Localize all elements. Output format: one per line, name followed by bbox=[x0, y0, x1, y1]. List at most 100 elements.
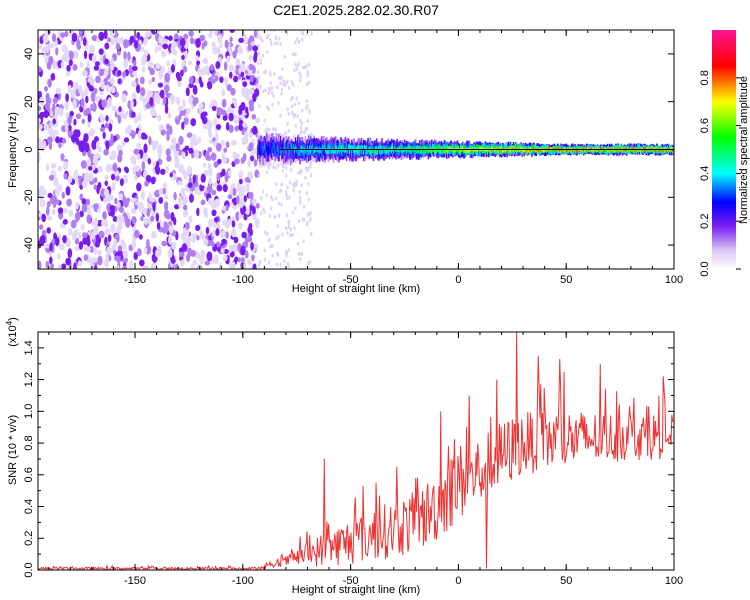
noise-speckle bbox=[112, 162, 118, 172]
noise-speckle bbox=[66, 198, 72, 207]
noise-speckle bbox=[166, 60, 170, 67]
noise-speckle bbox=[247, 158, 251, 168]
noise-speckle bbox=[280, 91, 283, 96]
noise-speckle bbox=[260, 195, 263, 200]
noise-speckle bbox=[106, 84, 110, 92]
noise-speckle bbox=[138, 201, 144, 212]
band-cell bbox=[426, 144, 429, 152]
noise-speckle bbox=[201, 42, 205, 50]
noise-speckle bbox=[85, 198, 91, 206]
noise-speckle bbox=[52, 118, 56, 125]
noise-speckle bbox=[283, 54, 287, 59]
band-cell bbox=[471, 146, 474, 151]
band-cell bbox=[390, 149, 393, 154]
noise-speckle bbox=[46, 227, 52, 234]
noise-speckle bbox=[275, 181, 278, 186]
noise-speckle bbox=[62, 219, 68, 225]
band-cell bbox=[580, 149, 583, 152]
noise-speckle bbox=[68, 228, 73, 236]
band-cell bbox=[551, 146, 554, 150]
noise-speckle bbox=[215, 142, 222, 152]
noise-speckle bbox=[44, 101, 51, 110]
band-cell bbox=[289, 144, 292, 151]
noise-speckle bbox=[195, 38, 201, 48]
noise-speckle bbox=[290, 104, 294, 109]
band-cell bbox=[457, 146, 460, 150]
band-cell bbox=[433, 146, 435, 150]
noise-speckle bbox=[253, 30, 258, 38]
band-cell bbox=[480, 147, 483, 151]
noise-speckle bbox=[179, 251, 185, 258]
y-tick-label: 0.6 bbox=[23, 467, 35, 482]
band-cell bbox=[300, 145, 303, 152]
noise-speckle bbox=[76, 39, 81, 49]
noise-speckle bbox=[133, 148, 140, 155]
noise-speckle bbox=[81, 203, 88, 213]
band-cell bbox=[633, 146, 636, 150]
noise-speckle bbox=[102, 131, 106, 140]
noise-speckle bbox=[217, 46, 221, 55]
band-cell bbox=[339, 149, 341, 155]
noise-speckle bbox=[268, 89, 272, 94]
band-cell bbox=[473, 144, 476, 152]
band-cell bbox=[411, 147, 414, 156]
noise-speckle bbox=[294, 206, 297, 211]
noise-speckle bbox=[269, 38, 272, 43]
noise-speckle bbox=[284, 173, 288, 178]
band-cell bbox=[492, 146, 494, 151]
noise-speckle bbox=[271, 102, 274, 107]
band-cell bbox=[656, 145, 658, 151]
noise-speckle bbox=[259, 60, 262, 65]
noise-speckle bbox=[269, 206, 273, 211]
noise-speckle bbox=[170, 64, 176, 73]
noise-speckle bbox=[242, 205, 247, 213]
noise-speckle bbox=[82, 236, 88, 246]
noise-speckle bbox=[82, 37, 87, 47]
noise-speckle bbox=[79, 210, 84, 218]
noise-speckle bbox=[94, 136, 99, 143]
band-cell bbox=[594, 147, 597, 151]
noise-speckle bbox=[154, 249, 161, 258]
noise-speckle bbox=[99, 127, 105, 133]
noise-speckle bbox=[245, 106, 249, 114]
band-cell bbox=[561, 148, 563, 154]
band-cell bbox=[298, 149, 300, 156]
noise-speckle bbox=[150, 176, 156, 185]
noise-speckle bbox=[44, 56, 49, 64]
band-cell bbox=[567, 149, 570, 152]
noise-speckle bbox=[222, 115, 228, 121]
noise-speckle bbox=[271, 127, 274, 132]
noise-speckle bbox=[46, 201, 51, 208]
band-cell bbox=[622, 145, 625, 151]
noise-speckle bbox=[307, 80, 311, 85]
noise-speckle bbox=[299, 132, 302, 137]
noise-speckle bbox=[216, 221, 221, 230]
band-cell bbox=[602, 147, 604, 150]
noise-speckle bbox=[122, 175, 129, 184]
noise-speckle bbox=[39, 185, 45, 192]
noise-speckle bbox=[167, 112, 172, 119]
noise-speckle bbox=[90, 103, 94, 112]
band-cell bbox=[502, 149, 504, 153]
noise-speckle bbox=[140, 189, 145, 200]
noise-speckle bbox=[206, 184, 213, 194]
band-cell bbox=[658, 149, 660, 152]
noise-speckle bbox=[232, 203, 238, 210]
noise-speckle bbox=[67, 248, 73, 259]
band-cell bbox=[578, 149, 581, 152]
band-cell bbox=[420, 145, 422, 150]
band-cell bbox=[293, 147, 296, 154]
band-cell bbox=[510, 146, 513, 150]
noise-speckle bbox=[197, 190, 202, 196]
noise-speckle bbox=[57, 207, 64, 214]
noise-speckle bbox=[64, 55, 70, 63]
noise-speckle bbox=[149, 68, 155, 76]
noise-speckle bbox=[81, 232, 88, 239]
noise-speckle bbox=[91, 257, 98, 263]
noise-speckle bbox=[259, 57, 262, 62]
spectrogram-axis-ticks: -150 -100 -50 0 50 100 -40 -20 0 20 40 bbox=[23, 30, 683, 286]
noise-speckle bbox=[181, 243, 188, 252]
band-cell bbox=[375, 146, 378, 151]
noise-speckle bbox=[203, 169, 209, 176]
band-cell bbox=[600, 147, 602, 150]
